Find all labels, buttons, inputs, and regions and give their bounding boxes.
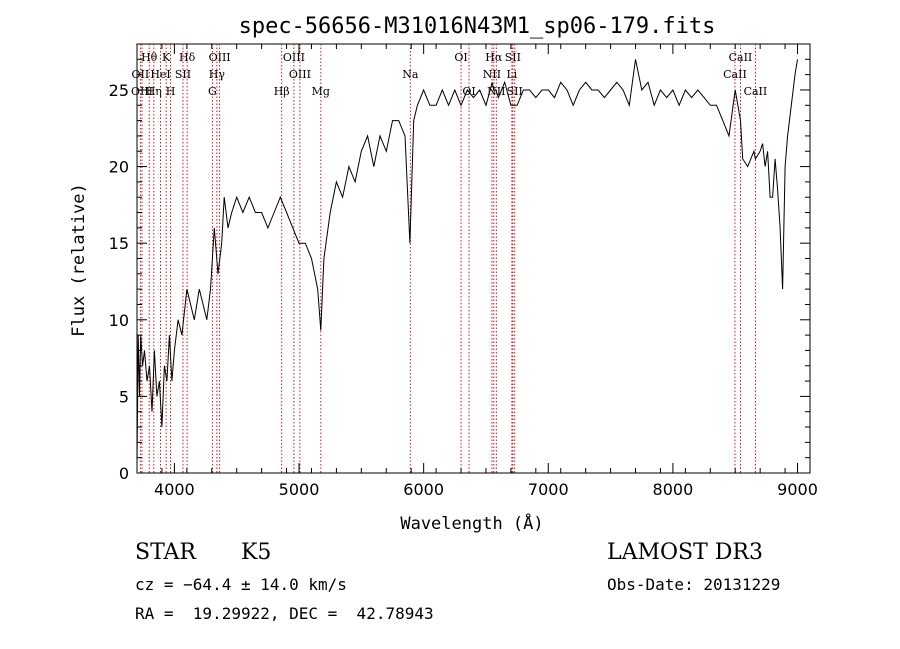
line-label: CaII <box>729 51 753 64</box>
line-label: Hβ <box>274 85 290 98</box>
line-label: Na <box>402 68 419 81</box>
x-axis-label: Wavelength (Å) <box>400 512 543 534</box>
obs-date: Obs-Date: 20131229 <box>607 575 781 594</box>
redshift-readout: cz = −64.4 ± 14.0 km/s <box>135 575 347 594</box>
coordinates: RA = 19.29922, DEC = 42.78943 <box>135 604 434 623</box>
line-label: NII <box>487 85 505 98</box>
x-tick-label: 9000 <box>777 480 818 499</box>
line-label: OI <box>462 85 475 98</box>
line-label: Hγ <box>209 68 226 81</box>
x-tick-label: 7000 <box>528 480 569 499</box>
line-label: Hθ <box>141 51 158 64</box>
line-label: SII <box>505 51 521 64</box>
line-label: K <box>162 51 171 64</box>
line-label: Hα <box>485 51 503 64</box>
plot-frame-box <box>136 43 811 474</box>
plot-frame <box>136 43 811 474</box>
line-label: OII <box>132 68 150 81</box>
line-label: NII <box>483 68 501 81</box>
line-label: Li <box>506 68 517 81</box>
x-tick-label: 8000 <box>653 480 694 499</box>
line-label: Mg <box>312 85 330 98</box>
x-tick-label: 5000 <box>279 480 320 499</box>
line-label: Hδ <box>179 51 196 64</box>
line-label: OIII <box>209 51 231 64</box>
line-label: OI <box>454 51 467 64</box>
line-label: HeI <box>150 68 170 81</box>
y-tick-label: 15 <box>109 234 129 253</box>
axis-ticks: 4000 5000 6000 7000 8000 9000 0 5 10 15 20 25 <box>109 43 818 499</box>
line-label: CaII <box>723 68 747 81</box>
object-class: STAR <box>135 540 196 565</box>
y-tick-label: 10 <box>109 311 129 330</box>
line-label: Hη <box>146 85 162 98</box>
chart-title: spec-56656-M31016N43M1_sp06-179.fits <box>239 14 716 39</box>
line-label: H <box>166 85 176 98</box>
y-tick-label: 0 <box>119 464 129 483</box>
y-tick-label: 5 <box>119 387 129 406</box>
x-tick-label: 4000 <box>154 480 195 499</box>
line-label: OIII <box>283 51 305 64</box>
emission-line-markers <box>139 44 756 473</box>
x-tick-label: 6000 <box>403 480 444 499</box>
line-label: OIII <box>289 68 311 81</box>
line-label: CaII <box>744 85 768 98</box>
survey-name: LAMOST DR3 <box>607 540 763 565</box>
object-subclass: K5 <box>241 540 272 565</box>
y-tick-label: 20 <box>109 158 129 177</box>
spectrum-line <box>136 59 798 466</box>
y-axis-label: Flux (relative) <box>69 183 89 337</box>
spectrum-series <box>136 59 798 466</box>
line-label: G <box>208 85 217 98</box>
y-tick-label: 25 <box>109 81 129 100</box>
line-label: OIII <box>131 85 153 98</box>
line-label: SII <box>175 68 191 81</box>
line-label: SII <box>507 85 523 98</box>
